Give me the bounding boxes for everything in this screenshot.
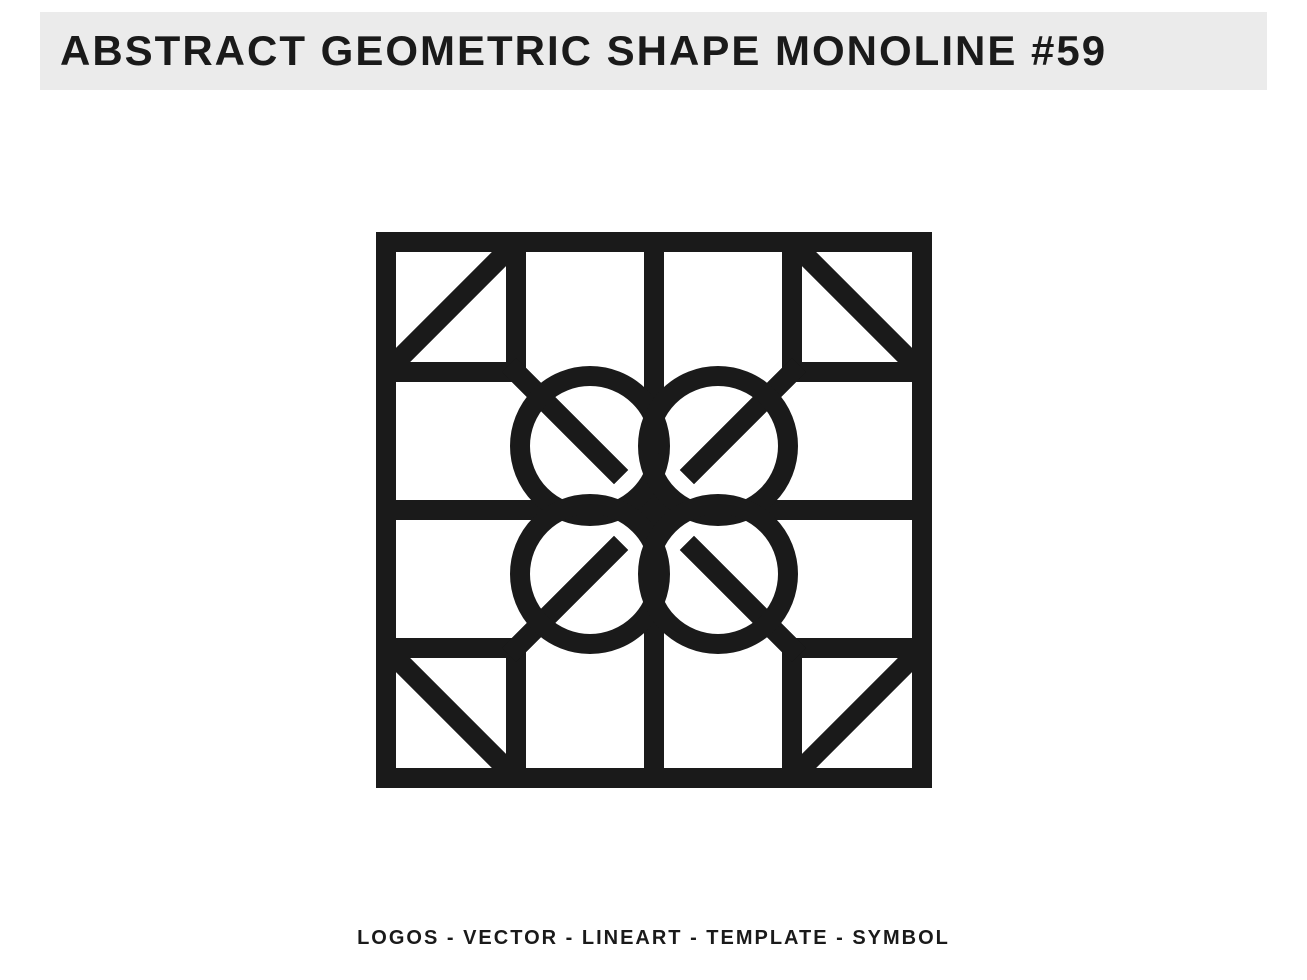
title-band: ABSTRACT GEOMETRIC SHAPE MONOLINE #59 — [40, 12, 1267, 90]
footer-tags: LOGOS - VECTOR - LINEART - TEMPLATE - SY… — [0, 927, 1307, 950]
monoline-figure — [374, 230, 934, 790]
figure-area — [0, 120, 1307, 900]
page-title: ABSTRACT GEOMETRIC SHAPE MONOLINE #59 — [60, 27, 1107, 75]
